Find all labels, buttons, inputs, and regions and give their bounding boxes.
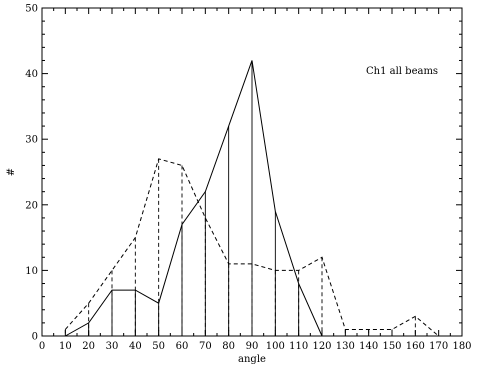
y-tick-label: 40	[25, 69, 38, 80]
y-tick-label: 20	[25, 200, 38, 211]
y-tick-label: 50	[25, 4, 38, 15]
y-axis-label: #	[6, 168, 17, 176]
x-tick-label: 90	[246, 341, 259, 352]
x-tick-label: 60	[176, 341, 189, 352]
x-tick-label: 140	[359, 341, 378, 352]
x-tick-label: 180	[452, 341, 471, 352]
x-tick-label: 120	[312, 341, 331, 352]
x-tick-label: 70	[199, 341, 212, 352]
x-tick-label: 110	[289, 341, 308, 352]
y-tick-label: 30	[25, 135, 38, 146]
x-tick-label: 10	[59, 341, 72, 352]
x-tick-label: 30	[106, 341, 119, 352]
y-tick-label: 0	[32, 332, 38, 343]
x-tick-label: 80	[222, 341, 235, 352]
plot-area: 0 10 20 30 40 50 60 70 80 90 100 110 120 130 140 150 160…	[25, 4, 471, 353]
series-layer	[64, 60, 439, 337]
x-tick-label: 100	[266, 341, 285, 352]
x-tick-label: 170	[429, 341, 448, 352]
x-tick-label: 160	[406, 341, 425, 352]
x-tick-label: 130	[336, 341, 355, 352]
series-line	[65, 60, 323, 337]
y-tick-label: 10	[25, 266, 38, 277]
x-tick-label: 150	[382, 341, 401, 352]
x-tick-label: 0	[39, 341, 45, 352]
axis-ticks: 0 10 20 30 40 50 60 70 80 90 100 110 120 130 140 150 160…	[25, 4, 471, 353]
series-dashed	[64, 158, 439, 337]
x-tick-label: 50	[152, 341, 165, 352]
chart-annotation: Ch1 all beams	[366, 66, 438, 77]
x-tick-label: 40	[129, 341, 142, 352]
series-line	[64, 158, 439, 337]
x-axis-label: angle	[238, 354, 266, 365]
series-solid	[65, 60, 323, 337]
x-tick-label: 20	[82, 341, 95, 352]
